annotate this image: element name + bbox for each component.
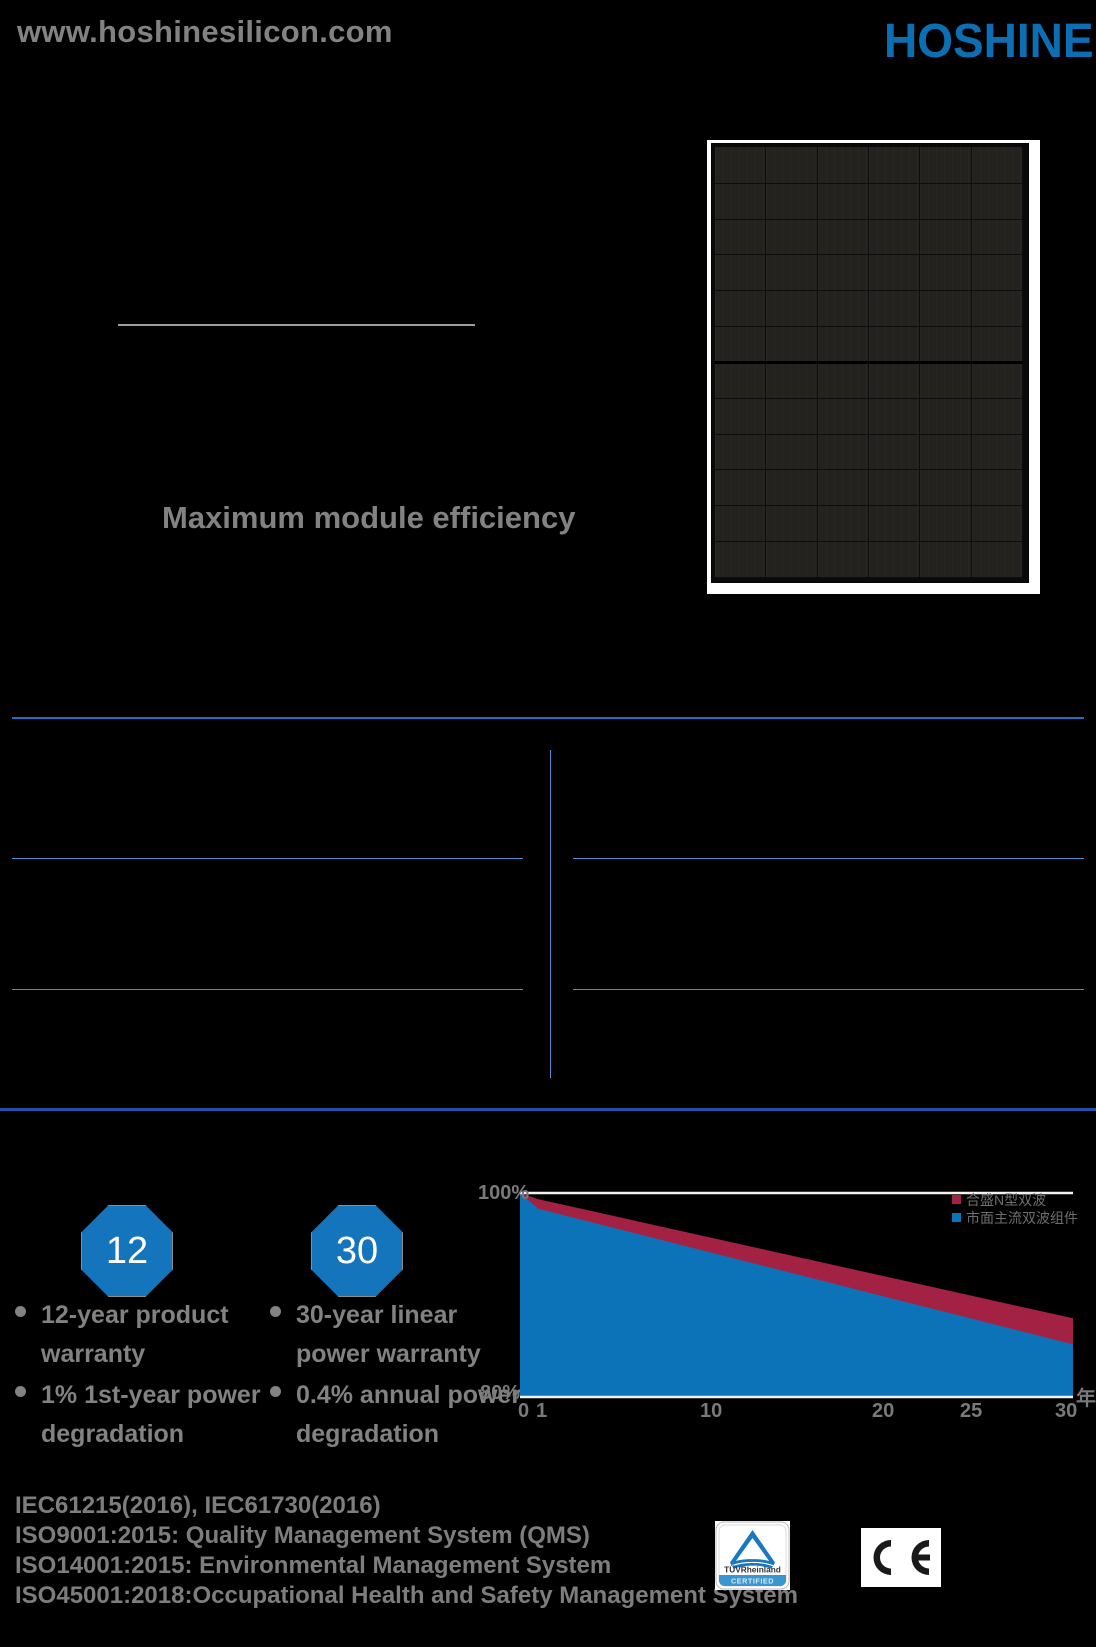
svg-text:CERTIFIED: CERTIFIED [731,1577,774,1586]
svg-text:TÜVRheinland: TÜVRheinland [724,1565,781,1575]
